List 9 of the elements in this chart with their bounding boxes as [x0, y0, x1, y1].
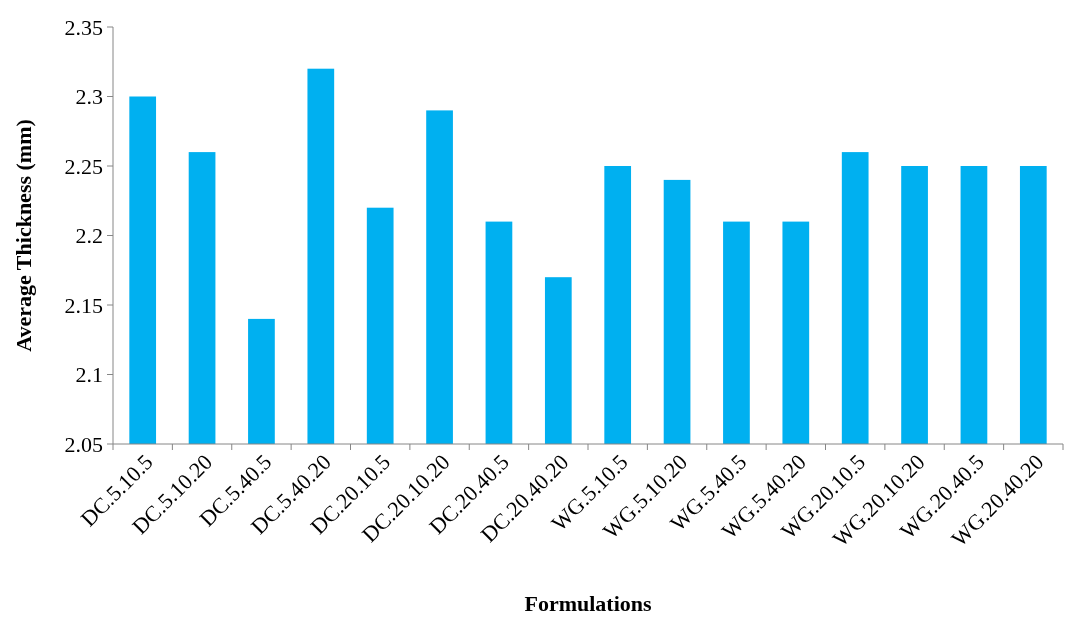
y-tick-label: 2.25 [64, 153, 103, 179]
y-tick-label: 2.3 [75, 84, 103, 110]
y-tick-label: 2.35 [64, 14, 103, 40]
y-tick-label: 2.05 [64, 431, 103, 457]
y-tick-label: 2.1 [75, 362, 103, 388]
x-axis-title: Formulations [524, 591, 652, 616]
y-tick-label: 2.15 [64, 292, 103, 318]
y-tick-label: 2.2 [75, 223, 103, 249]
y-axis-title: Average Thickness (mm) [11, 119, 36, 352]
